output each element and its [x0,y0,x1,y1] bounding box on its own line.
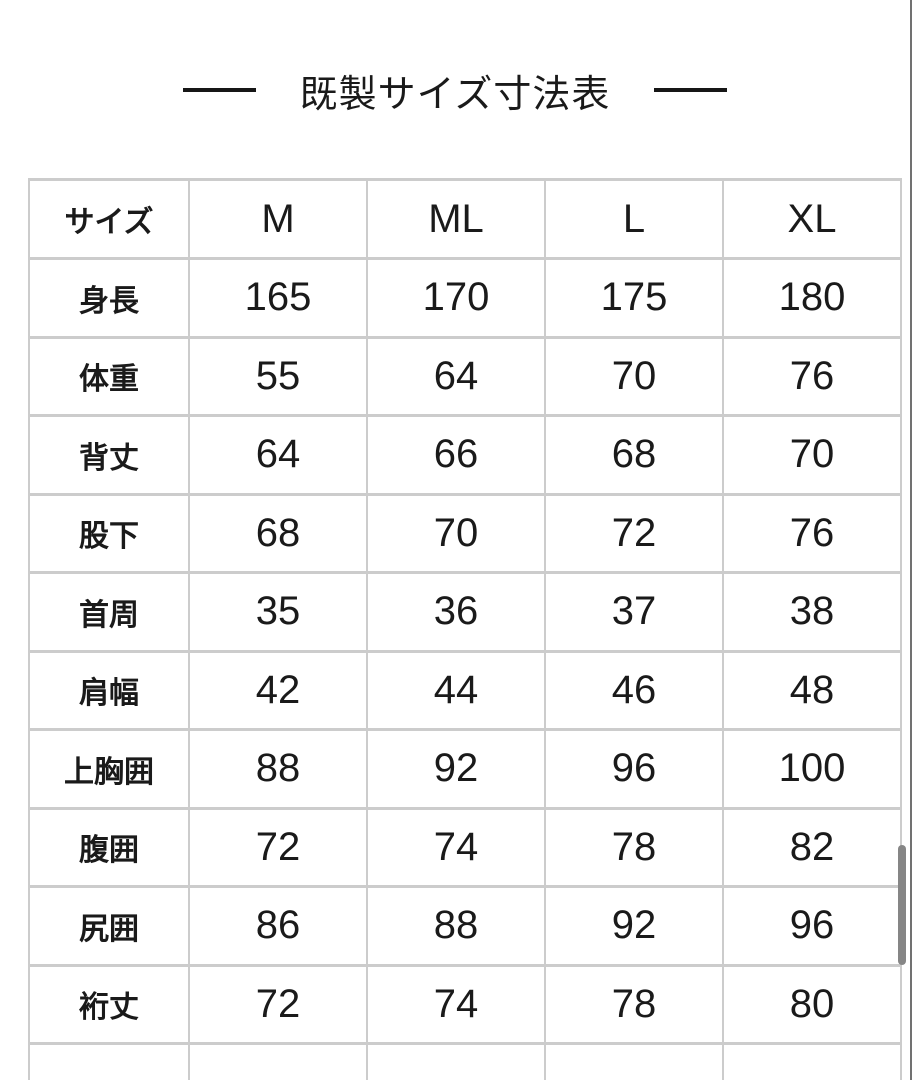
cell-value [722,1042,902,1080]
table-row: 股下 68 70 72 76 [28,492,902,574]
cell-value: 96 [722,885,902,967]
row-label: 首周 [28,571,190,653]
col-header-ml: ML [366,178,546,260]
cell-value: 68 [544,414,724,496]
cell-value: 48 [722,649,902,731]
row-label: 上胸囲 [28,728,190,810]
table-row: 体重 55 64 70 76 [28,335,902,417]
cell-value [366,1042,546,1080]
cell-value: 64 [366,335,546,417]
col-header-l: L [544,178,724,260]
cell-value: 70 [544,335,724,417]
cell-value [188,1042,368,1080]
row-label: 肩幅 [28,649,190,731]
cell-value: 66 [366,414,546,496]
cell-value: 96 [544,728,724,810]
cell-value: 38 [722,571,902,653]
cell-value: 72 [188,806,368,888]
cell-value: 92 [366,728,546,810]
table-row: 肩幅 42 44 46 48 [28,649,902,731]
table-header-row: サイズ M ML L XL [28,178,902,260]
table-row: 首周 35 36 37 38 [28,571,902,653]
row-label: 尻囲 [28,885,190,967]
cell-value: 74 [366,963,546,1045]
cell-value: 42 [188,649,368,731]
cell-value: 80 [722,963,902,1045]
row-label: 裄丈 [28,963,190,1045]
right-edge-line [910,0,912,1080]
cell-value: 100 [722,728,902,810]
cell-value: 170 [366,257,546,339]
row-label: 背丈 [28,414,190,496]
title-right-dash [654,88,728,92]
cell-value: 35 [188,571,368,653]
cell-value: 76 [722,335,902,417]
cell-value: 72 [544,492,724,574]
page-title-row: 既製サイズ寸法表 [0,66,910,116]
cell-value: 36 [366,571,546,653]
size-table: サイズ M ML L XL 身長 165 170 175 180 体重 55 64 70 76 背丈… [28,178,902,1080]
table-row-partial [28,1042,902,1080]
cell-value: 37 [544,571,724,653]
scrollbar-thumb[interactable] [898,845,906,965]
cell-value: 64 [188,414,368,496]
cell-value: 78 [544,806,724,888]
table-row: 腹囲 72 74 78 82 [28,806,902,888]
title-left-dash [182,88,256,92]
cell-value: 44 [366,649,546,731]
cell-value: 72 [188,963,368,1045]
cell-value: 78 [544,963,724,1045]
cell-value: 88 [366,885,546,967]
table-row: 上胸囲 88 92 96 100 [28,728,902,810]
row-label: 腹囲 [28,806,190,888]
cell-value: 92 [544,885,724,967]
table-row: 身長 165 170 175 180 [28,257,902,339]
col-header-size: サイズ [28,178,190,260]
row-label: 体重 [28,335,190,417]
cell-value: 165 [188,257,368,339]
cell-value: 68 [188,492,368,574]
cell-value: 175 [544,257,724,339]
cell-value: 46 [544,649,724,731]
cell-value: 88 [188,728,368,810]
row-label [28,1042,190,1080]
row-label: 身長 [28,257,190,339]
cell-value: 86 [188,885,368,967]
col-header-m: M [188,178,368,260]
cell-value: 82 [722,806,902,888]
cell-value: 180 [722,257,902,339]
cell-value: 74 [366,806,546,888]
table-row: 背丈 64 66 68 70 [28,414,902,496]
row-label: 股下 [28,492,190,574]
cell-value: 70 [366,492,546,574]
cell-value [544,1042,724,1080]
cell-value: 70 [722,414,902,496]
col-header-xl: XL [722,178,902,260]
page-title: 既製サイズ寸法表 [299,73,611,116]
table-row: 裄丈 72 74 78 80 [28,963,902,1045]
table-row: 尻囲 86 88 92 96 [28,885,902,967]
cell-value: 76 [722,492,902,574]
cell-value: 55 [188,335,368,417]
